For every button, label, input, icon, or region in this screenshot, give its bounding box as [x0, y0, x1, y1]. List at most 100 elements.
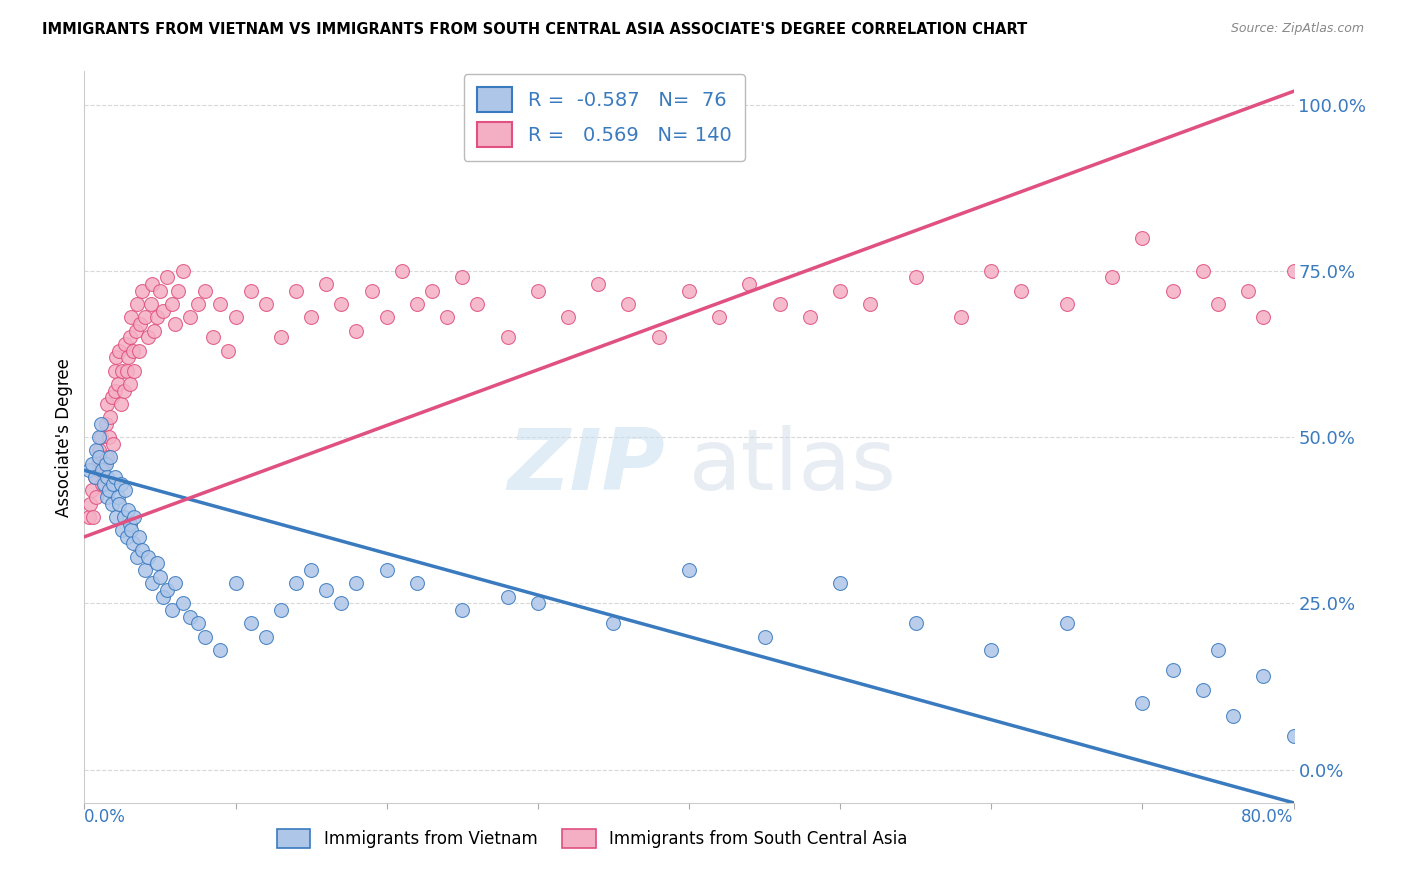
- Point: [225, 576, 247, 591]
- Point: [90, 417, 112, 431]
- Point: [87, 457, 110, 471]
- Point: [617, 297, 640, 311]
- Point: [110, 397, 132, 411]
- Point: [141, 277, 163, 292]
- Point: [436, 310, 458, 325]
- Point: [254, 297, 277, 311]
- Point: [830, 576, 852, 591]
- Point: [1101, 270, 1123, 285]
- Point: [134, 563, 156, 577]
- Point: [1192, 682, 1215, 697]
- Point: [129, 317, 152, 331]
- Point: [96, 490, 118, 504]
- Point: [77, 509, 100, 524]
- Point: [156, 270, 179, 285]
- Point: [115, 530, 138, 544]
- Point: [1132, 230, 1154, 244]
- Point: [94, 457, 117, 471]
- Point: [1403, 270, 1406, 285]
- Text: Source: ZipAtlas.com: Source: ZipAtlas.com: [1230, 22, 1364, 36]
- Point: [285, 284, 308, 298]
- Point: [225, 310, 247, 325]
- Point: [496, 330, 519, 344]
- Point: [141, 576, 163, 591]
- Point: [105, 509, 128, 524]
- Point: [346, 576, 368, 591]
- Point: [285, 576, 308, 591]
- Point: [254, 630, 277, 644]
- Point: [1011, 284, 1033, 298]
- Point: [709, 310, 731, 325]
- Point: [527, 284, 550, 298]
- Point: [91, 463, 114, 477]
- Text: 0.0%: 0.0%: [84, 808, 127, 827]
- Point: [101, 436, 124, 450]
- Point: [91, 476, 114, 491]
- Point: [799, 310, 821, 325]
- Point: [96, 397, 118, 411]
- Point: [118, 330, 141, 344]
- Point: [89, 450, 111, 464]
- Point: [108, 343, 131, 358]
- Point: [94, 417, 117, 431]
- Point: [121, 536, 143, 550]
- Point: [165, 576, 187, 591]
- Point: [299, 310, 322, 325]
- Point: [406, 297, 429, 311]
- Point: [115, 363, 138, 377]
- Point: [117, 351, 139, 365]
- Point: [107, 376, 129, 391]
- Point: [209, 297, 232, 311]
- Point: [80, 483, 103, 498]
- Legend: Immigrants from Vietnam, Immigrants from South Central Asia: Immigrants from Vietnam, Immigrants from…: [269, 821, 915, 856]
- Point: [127, 297, 149, 311]
- Point: [754, 630, 776, 644]
- Point: [557, 310, 579, 325]
- Point: [96, 470, 118, 484]
- Point: [179, 609, 201, 624]
- Point: [136, 549, 159, 564]
- Point: [93, 476, 115, 491]
- Point: [527, 596, 550, 610]
- Point: [86, 443, 108, 458]
- Point: [100, 390, 122, 404]
- Point: [117, 503, 139, 517]
- Point: [125, 324, 148, 338]
- Text: 80.0%: 80.0%: [1241, 808, 1294, 827]
- Point: [98, 450, 121, 464]
- Text: atlas: atlas: [689, 425, 897, 508]
- Point: [217, 343, 239, 358]
- Point: [1161, 284, 1184, 298]
- Point: [105, 351, 128, 365]
- Point: [82, 509, 104, 524]
- Point: [1132, 696, 1154, 710]
- Point: [270, 603, 292, 617]
- Point: [122, 509, 145, 524]
- Point: [114, 337, 136, 351]
- Point: [127, 549, 149, 564]
- Point: [114, 483, 136, 498]
- Point: [330, 596, 353, 610]
- Point: [128, 343, 150, 358]
- Point: [830, 284, 852, 298]
- Point: [1282, 264, 1305, 278]
- Point: [904, 270, 927, 285]
- Point: [122, 363, 145, 377]
- Point: [104, 384, 127, 398]
- Point: [89, 443, 111, 458]
- Point: [451, 270, 474, 285]
- Point: [100, 497, 122, 511]
- Point: [1313, 284, 1336, 298]
- Point: [104, 363, 127, 377]
- Point: [97, 430, 120, 444]
- Point: [1161, 663, 1184, 677]
- Point: [111, 523, 134, 537]
- Point: [149, 570, 172, 584]
- Point: [1206, 643, 1229, 657]
- Point: [1237, 284, 1260, 298]
- Point: [375, 310, 398, 325]
- Point: [1358, 297, 1381, 311]
- Point: [1253, 669, 1275, 683]
- Point: [110, 476, 132, 491]
- Point: [156, 582, 179, 597]
